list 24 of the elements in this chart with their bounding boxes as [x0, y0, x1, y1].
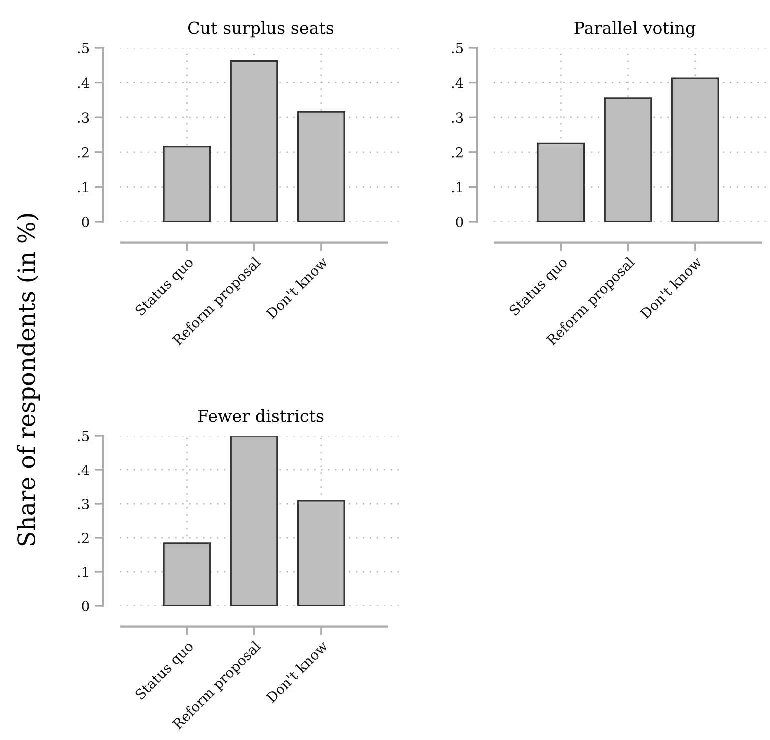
y-tick-label: .1 [78, 182, 88, 193]
y-tick-label: 0 [82, 216, 90, 228]
y-tick-label: .3 [78, 498, 90, 510]
y-tick-label: .1 [78, 566, 88, 578]
y-tick-label: .4 [78, 464, 90, 476]
y-tick-label: .5 [452, 43, 464, 54]
bar [671, 78, 720, 222]
y-tick-label: .3 [78, 112, 90, 124]
chart-title: Fewer districts [198, 409, 324, 422]
y-tick-label: .4 [452, 78, 464, 88]
y-tick-label: 0 [456, 216, 464, 228]
y-tick-label: .5 [78, 431, 90, 442]
y-tick-label: .3 [452, 112, 464, 124]
y-tick-label: 0 [82, 600, 90, 612]
y-tick-label: .5 [78, 43, 90, 54]
y-tick-label: .1 [452, 182, 462, 193]
y-tick-label: .2 [78, 532, 89, 544]
chart-title: Cut surplus seats [188, 21, 334, 38]
y-tick-label: .4 [78, 78, 90, 88]
chart-title: Parallel voting [574, 21, 696, 38]
y-axis-title: Share of respondents (in %) [17, 214, 40, 546]
bar [297, 500, 346, 606]
y-tick-label: .2 [78, 147, 89, 158]
y-tick-label: .2 [452, 147, 463, 158]
